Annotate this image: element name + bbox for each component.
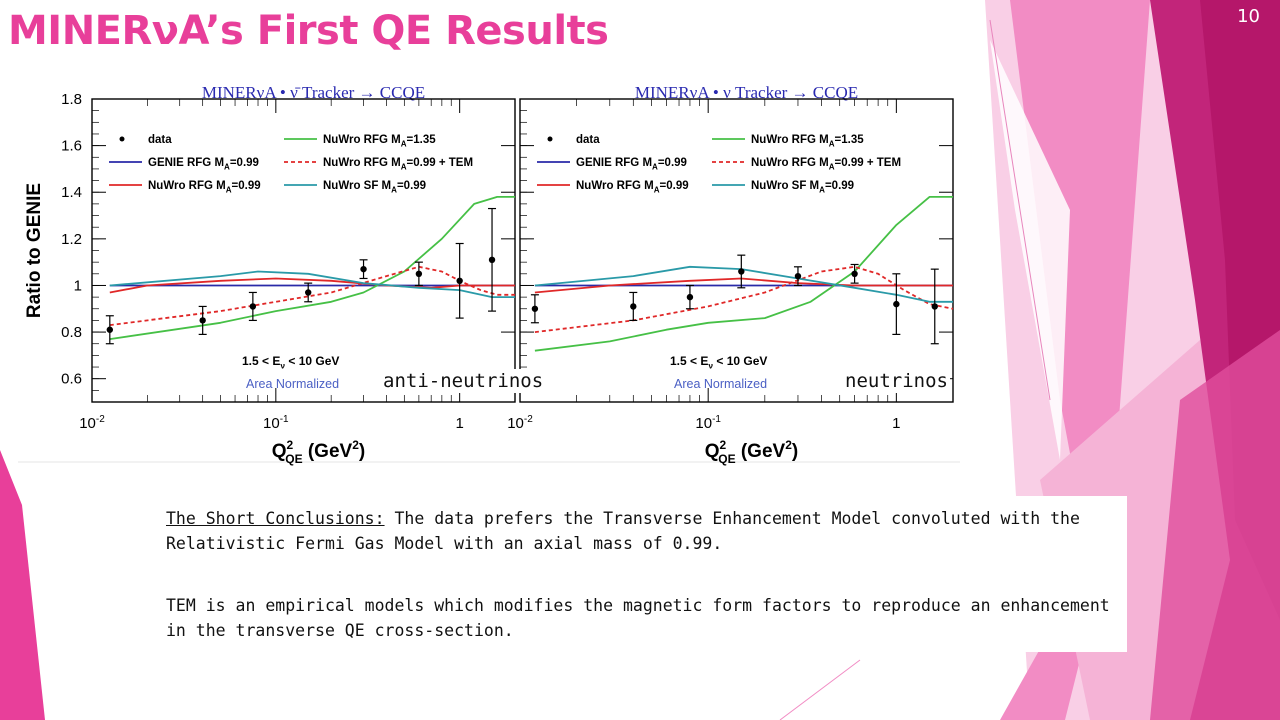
conclusion-text: The data prefers the Transverse Enhancem… xyxy=(166,509,1080,553)
data-point xyxy=(893,300,900,308)
conclusions-textbox: The Short Conclusions: The data prefers … xyxy=(152,496,1127,652)
y-tick-label: 0.6 xyxy=(61,371,82,388)
y-tick-label: 0.8 xyxy=(61,324,82,341)
legend-marker-data xyxy=(119,136,125,142)
slide-number: 10 xyxy=(1237,6,1260,27)
data-point xyxy=(851,270,858,278)
legend-label: NuWro RFG MA=0.99 + TEM xyxy=(323,157,473,171)
figure-background xyxy=(18,70,960,462)
deco-line-2 xyxy=(779,659,861,720)
x-axis-label: Q2 QE (GeV2) xyxy=(705,438,798,466)
legend-label: GENIE RFG MA=0.99 xyxy=(148,157,259,171)
x-tick-label: 10-2 xyxy=(507,414,533,432)
y-tick-label: 1.4 xyxy=(61,184,82,201)
annotation-energy: 1.5 < Eν < 10 GeV xyxy=(670,354,767,371)
series-nuwro_rfg_135 xyxy=(534,196,953,352)
caption-neutrinos: neutrinos xyxy=(843,369,950,393)
x-tick-label: 1 xyxy=(455,415,463,432)
legend-label: NuWro RFG MA=0.99 xyxy=(148,180,261,194)
annotation-energy: 1.5 < Eν < 10 GeV xyxy=(242,354,339,371)
chart-title: MINERνA • ν Tracker → CCQE xyxy=(635,83,858,102)
deco-shape-light-right xyxy=(1150,330,1280,720)
series-nuwro_rfg_135 xyxy=(109,196,515,340)
data-point xyxy=(630,303,637,310)
slide-title: MINERνA’s First QE Results xyxy=(8,8,609,54)
data-point xyxy=(456,277,463,284)
y-tick-label: 1.6 xyxy=(61,138,82,155)
annotation-area-normalized: Area Normalized xyxy=(674,377,767,391)
conclusion-heading: The Short Conclusions: xyxy=(166,509,385,528)
legend-label: NuWro RFG MA=1.35 xyxy=(323,134,436,148)
data-point xyxy=(531,305,539,312)
y-tick-label: 1.8 xyxy=(61,91,82,108)
data-point xyxy=(305,289,312,296)
data-point xyxy=(794,272,802,280)
data-point xyxy=(415,270,423,278)
data-point xyxy=(686,293,694,301)
legend-label: NuWro SF MA=0.99 xyxy=(323,180,426,194)
data-point xyxy=(738,268,745,275)
legend-label: NuWro RFG MA=0.99 + TEM xyxy=(751,157,901,171)
deco-line xyxy=(989,19,1051,401)
data-point xyxy=(199,317,206,324)
conclusion-paragraph: The Short Conclusions: The data prefers … xyxy=(166,506,1116,556)
series-nuwro_tem xyxy=(534,265,954,333)
deco-shape-left xyxy=(0,450,45,720)
legend-label: NuWro RFG MA=1.35 xyxy=(751,134,864,148)
y-tick-label: 1 xyxy=(74,277,82,294)
y-tick-label: 1.2 xyxy=(61,231,82,248)
caption-anti-neutrinos: anti-neutrinos xyxy=(381,369,546,393)
x-tick-label: 1 xyxy=(892,415,900,432)
chart-panel-antineutrino: MINERνA • ν̄ Tracker → CCQE 0.6 0.8 1 1.2 1.4… xyxy=(24,83,516,466)
data-point xyxy=(249,303,257,310)
data-point xyxy=(360,265,367,273)
x-tick-label: 10-1 xyxy=(695,414,721,432)
legend-label: NuWro RFG MA=0.99 xyxy=(576,180,689,194)
legend-label: GENIE RFG MA=0.99 xyxy=(576,157,687,171)
series-nuwro_rfg xyxy=(534,277,953,294)
legend-label: NuWro SF MA=0.99 xyxy=(751,180,854,194)
series-nuwro_sf xyxy=(109,270,515,298)
x-axis-label: Q2 QE (GeV2) xyxy=(272,438,365,466)
tem-paragraph: TEM is an empirical models which modifie… xyxy=(166,596,1110,640)
data-point xyxy=(106,326,114,333)
annotation-area-normalized: Area Normalized xyxy=(246,377,339,391)
legend-marker-data xyxy=(547,136,553,142)
y-axis-label: Ratio to GENIE xyxy=(24,183,45,318)
chart-panel-neutrino: MINERνA • ν Tracker → CCQE 10-2 10-1 1 Q2 QE … xyxy=(507,83,954,466)
data-point xyxy=(931,303,938,310)
data-point xyxy=(488,256,496,264)
legend-label: data xyxy=(148,134,172,146)
x-tick-label: 10-1 xyxy=(263,414,289,432)
legend-label: data xyxy=(576,134,600,146)
x-tick-label: 10-2 xyxy=(79,414,105,432)
chart-title: MINERνA • ν̄ Tracker → CCQE xyxy=(202,83,425,102)
